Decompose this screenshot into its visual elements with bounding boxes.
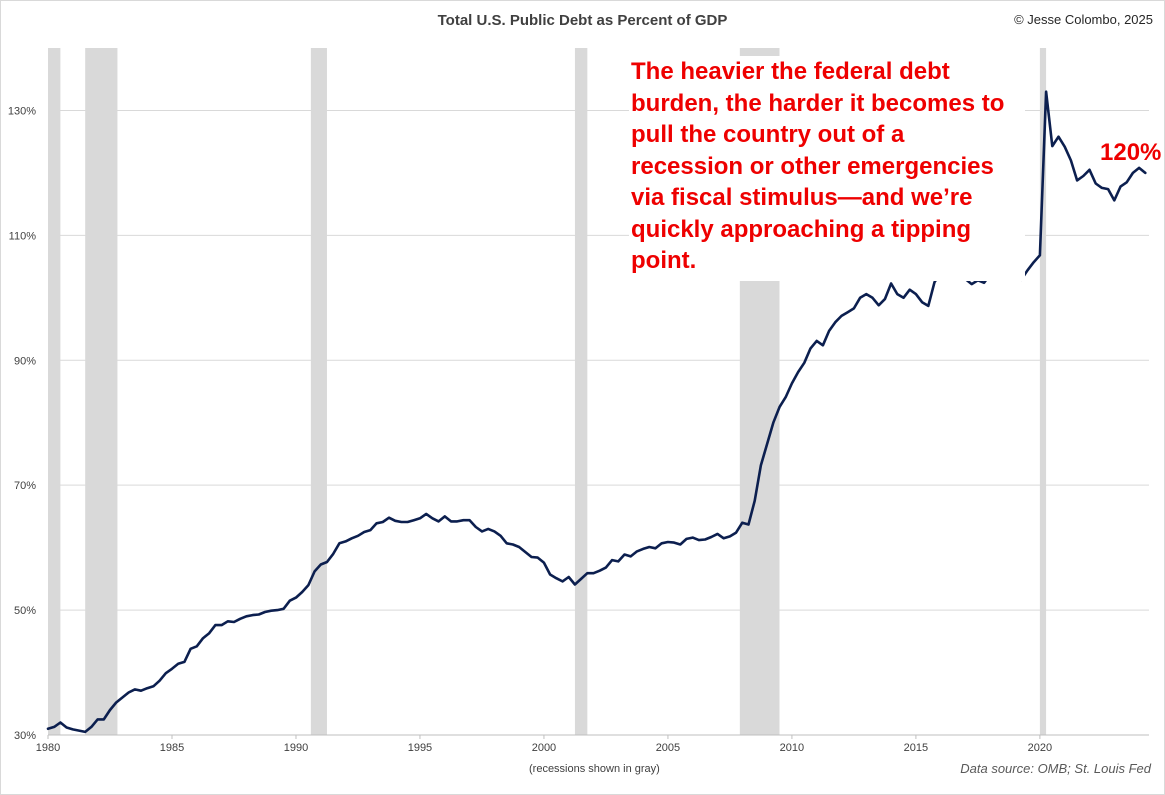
x-tick-label: 2015: [904, 742, 928, 754]
chart-title: Total U.S. Public Debt as Percent of GDP: [437, 12, 728, 29]
x-tick-label: 1990: [284, 742, 308, 754]
x-tick-label: 2020: [1028, 742, 1052, 754]
y-tick-label: 90%: [14, 355, 36, 367]
x-tick-label: 1980: [36, 742, 60, 754]
y-tick-label: 130%: [8, 105, 36, 117]
recession-band: [310, 48, 327, 735]
x-tick-label: 2005: [656, 742, 680, 754]
recession-band: [48, 48, 61, 735]
y-tick-label: 50%: [14, 605, 36, 617]
recession-band: [1039, 48, 1047, 735]
x-tick-label: 2000: [532, 742, 556, 754]
recession-note: (recessions shown in gray): [529, 763, 660, 775]
copyright-credit: © Jesse Colombo, 2025: [1014, 12, 1153, 27]
x-tick-label: 2010: [780, 742, 804, 754]
recession-band: [574, 48, 588, 735]
x-tick-label: 1995: [408, 742, 432, 754]
y-tick-label: 70%: [14, 480, 36, 492]
y-tick-label: 30%: [14, 730, 36, 742]
y-tick-label: 110%: [9, 230, 37, 242]
annotation-text: The heavier the federal debt burden, the…: [629, 56, 1025, 281]
gridlines: [48, 109, 1149, 611]
end-value-label: 120%: [1100, 139, 1162, 166]
y-tick-labels: 30% 50% 70% 90% 110% 130%: [8, 105, 36, 742]
x-tick-labels: 1980 1985 1990 1995 2000 2005 2010 2015 2020: [36, 735, 1052, 754]
recession-band: [85, 48, 118, 735]
data-source: Data source: OMB; St. Louis Fed: [960, 761, 1151, 776]
x-tick-label: 1985: [160, 742, 184, 754]
